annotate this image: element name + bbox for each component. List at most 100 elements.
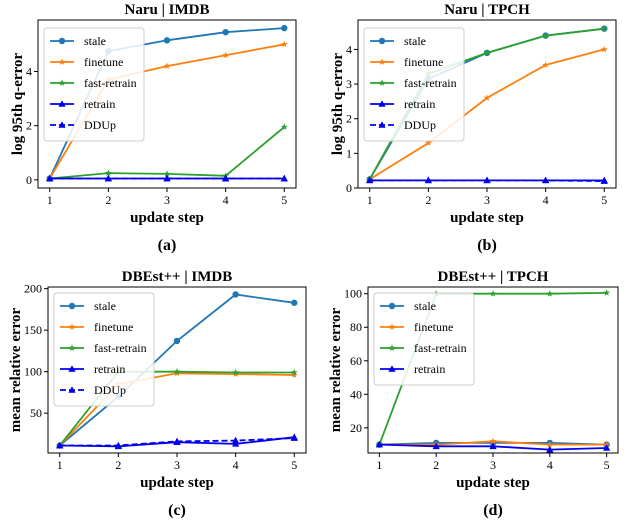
data-point-stale	[291, 299, 298, 306]
x-tick-label: 4	[223, 193, 229, 207]
data-point-finetune	[546, 441, 554, 448]
data-point-fast-retrain	[280, 123, 288, 130]
y-tick-label: 40	[350, 387, 362, 401]
data-point-retrain	[232, 440, 240, 447]
x-tick-label: 2	[105, 193, 111, 207]
x-tick-label: 3	[174, 458, 180, 472]
legend-marker-retrain	[68, 365, 76, 372]
y-tick-label: 100	[24, 365, 42, 379]
legend-marker-finetune	[388, 323, 396, 330]
data-point-fast-retrain	[546, 290, 554, 297]
legend-label-fast-retrain: fast-retrain	[84, 76, 137, 90]
x-tick-label: 3	[490, 458, 496, 472]
data-point-finetune	[600, 45, 608, 53]
data-point-retrain	[546, 445, 554, 453]
y-tick-label: 4	[26, 64, 32, 78]
x-tick-label: 1	[376, 458, 382, 472]
data-point-fast-retrain	[542, 31, 550, 39]
chart-title: DBEst++ | TPCH	[438, 269, 549, 285]
data-point-retrain	[375, 440, 383, 448]
y-tick-label: 3	[346, 77, 352, 91]
data-point-fast-retrain	[600, 25, 608, 32]
legend-box	[363, 27, 465, 142]
legend-label-finetune: finetune	[84, 55, 123, 69]
series-DDUp	[46, 174, 288, 182]
y-tick-label: 80	[350, 320, 362, 334]
chart-panel-3: DBEst++ | TPCH 1 2 3 4 5 20 40 60 80 100 update ste…	[328, 269, 619, 519]
data-point-fast-retrain	[483, 49, 491, 56]
y-axis-label: log 95th q-error	[10, 53, 26, 156]
x-tick-label: 5	[601, 193, 607, 207]
y-tick-label: 2	[346, 112, 352, 126]
panel-caption: (b)	[477, 237, 497, 254]
data-point-DDUp	[173, 437, 181, 445]
data-point-DDUp	[104, 174, 112, 182]
x-tick-label: 1	[57, 458, 63, 472]
legend-box	[43, 27, 145, 142]
x-tick-label: 4	[233, 458, 239, 472]
data-point-fast-retrain	[173, 368, 181, 375]
legend-label-stale: stale	[94, 299, 116, 313]
y-tick-label: 150	[24, 323, 42, 337]
legend-label-retrain: retrain	[404, 97, 435, 111]
data-point-DDUp	[424, 176, 432, 184]
x-tick-label: 1	[367, 193, 373, 207]
panel-caption: (d)	[483, 502, 503, 519]
series-DDUp	[56, 434, 298, 449]
data-point-retrain	[603, 444, 611, 451]
chart-title: Naru | IMDB	[125, 2, 210, 18]
y-axis-label: mean relative error	[328, 307, 344, 432]
legend-marker-DDUp	[378, 121, 386, 128]
data-point-stale	[163, 37, 171, 44]
legend-marker-fast-retrain	[378, 79, 386, 86]
legend-label-fast-retrain: fast-retrain	[94, 341, 147, 355]
legend: stale finetune fast-retrain retrain	[373, 292, 475, 386]
x-axis-label: update step	[140, 475, 214, 491]
data-point-fast-retrain	[104, 169, 112, 177]
x-tick-label: 2	[425, 193, 431, 207]
chart-panel-0: Naru | IMDB 1 2 3 4 5 0 2 4 update step log 95th q…	[10, 2, 297, 254]
x-tick-label: 5	[604, 458, 610, 472]
x-tick-label: 2	[115, 458, 121, 472]
data-point-DDUp	[280, 174, 288, 182]
y-tick-label: 50	[30, 406, 42, 420]
legend-marker-retrain	[378, 100, 386, 107]
legend-marker-fast-retrain	[388, 344, 396, 351]
y-tick-label: 0	[26, 173, 32, 187]
legend-label-retrain: retrain	[414, 362, 445, 376]
legend-marker-stale	[388, 302, 396, 310]
x-tick-label: 1	[47, 193, 53, 207]
y-axis-label: mean relative error	[8, 307, 24, 432]
legend-label-finetune: finetune	[414, 320, 453, 334]
data-point-DDUp	[222, 174, 230, 182]
y-tick-label: 20	[350, 421, 362, 435]
legend-label-finetune: finetune	[94, 320, 133, 334]
data-point-DDUp	[600, 177, 608, 184]
x-axis-label: update step	[456, 475, 530, 491]
legend: stale finetune fast-retrain retrain DDUp	[53, 292, 155, 407]
legend-label-DDUp: DDUp	[84, 118, 116, 132]
chart-panel-2: DBEst++ | IMDB 1 2 3 4 5 50 100 150 200 update ste…	[8, 269, 307, 519]
x-tick-label: 4	[543, 193, 549, 207]
data-point-fast-retrain	[290, 368, 298, 376]
legend-marker-stale	[378, 37, 386, 45]
legend-marker-retrain	[58, 100, 66, 107]
legend-label-stale: stale	[84, 34, 106, 48]
panel-caption: (c)	[168, 502, 186, 519]
data-point-DDUp	[483, 176, 491, 184]
data-point-stale	[281, 24, 288, 32]
data-point-stale	[232, 291, 239, 298]
legend-marker-finetune	[68, 323, 76, 330]
legend-label-DDUp: DDUp	[94, 383, 126, 397]
data-point-finetune	[280, 40, 288, 48]
legend: stale finetune fast-retrain retrain DDUp	[363, 27, 465, 142]
legend-marker-retrain	[388, 365, 396, 372]
data-point-DDUp	[163, 174, 171, 182]
legend-marker-DDUp	[58, 121, 66, 128]
legend-marker-fast-retrain	[58, 79, 66, 86]
panel-caption: (a)	[158, 237, 177, 254]
data-point-DDUp	[114, 441, 122, 449]
y-tick-label: 2	[26, 119, 32, 133]
data-point-retrain	[489, 442, 497, 450]
